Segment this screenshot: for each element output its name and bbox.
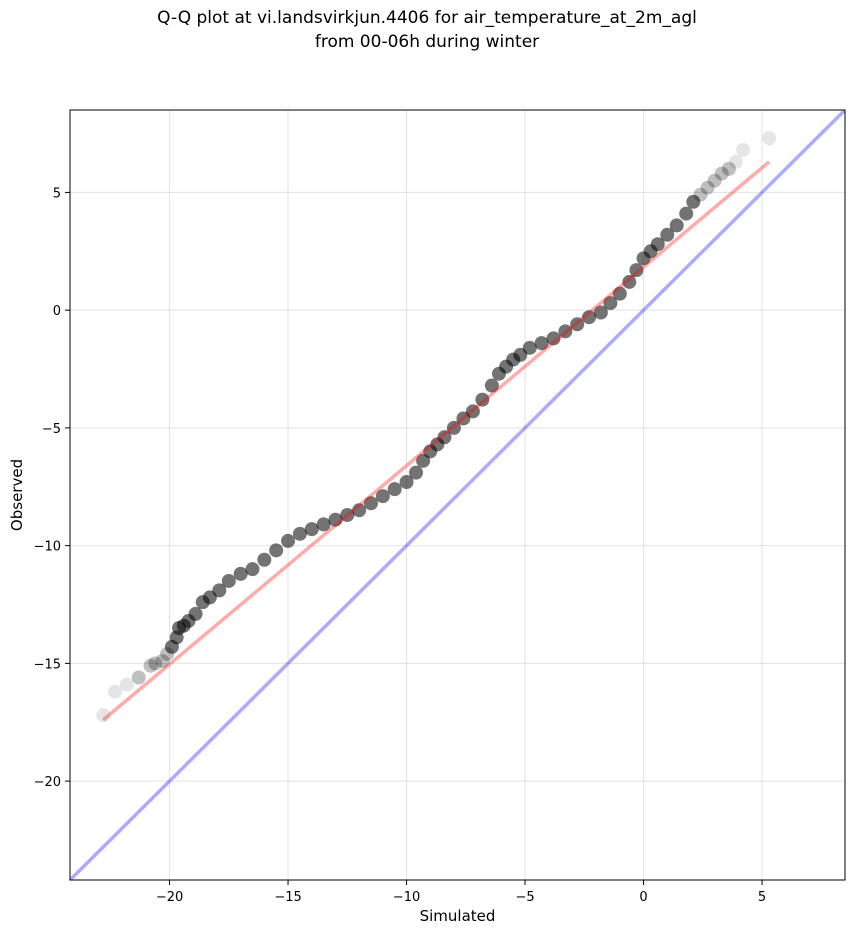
quantile-point (465, 404, 480, 419)
quantile-point (212, 583, 227, 598)
quantile-point (570, 317, 585, 332)
quantile-point (679, 206, 694, 221)
plot-area (70, 110, 845, 880)
quantile-point (409, 465, 424, 480)
quantile-point (108, 684, 123, 699)
y-axis-label: Observed (8, 459, 26, 531)
quantile-point (558, 324, 573, 339)
quantile-point (612, 286, 627, 301)
quantile-point (281, 533, 296, 548)
y-tick-label: 0 (53, 304, 61, 319)
quantile-point (546, 331, 561, 346)
identity-line (70, 110, 845, 880)
quantile-point (622, 274, 637, 289)
quantile-point (660, 227, 675, 242)
quantile-point (534, 336, 549, 351)
x-axis-label: Simulated (420, 907, 496, 925)
quantile-point (399, 475, 414, 490)
quantile-point (475, 392, 490, 407)
quantile-point (257, 552, 272, 567)
quantile-point (700, 180, 715, 195)
quantile-point (245, 562, 260, 577)
fit-line (102, 160, 771, 722)
quantile-point (629, 263, 644, 278)
quantile-point (387, 482, 402, 497)
x-tick-label: 5 (758, 890, 766, 905)
quantile-point (603, 296, 618, 311)
quantile-point (522, 340, 537, 355)
quantile-point (221, 573, 236, 588)
quantile-point (233, 566, 248, 581)
x-tick-label: −10 (393, 890, 420, 905)
quantile-point (693, 187, 708, 202)
quantile-point (721, 161, 736, 176)
x-tick-label: −20 (156, 890, 183, 905)
quantile-point (484, 378, 499, 393)
quantile-point (363, 496, 378, 511)
y-tick-label: −20 (34, 775, 61, 790)
quantile-point (304, 522, 319, 537)
quantile-point (148, 656, 163, 671)
x-tick-label: −5 (515, 890, 534, 905)
quantile-point (728, 154, 743, 169)
chart-title-line-1: Q-Q plot at vi.landsvirkjun.4406 for air… (157, 8, 697, 28)
chart-title-line-2: from 00-06h during winter (314, 32, 540, 52)
quantile-point (96, 708, 111, 723)
quantile-point (582, 310, 597, 325)
quantile-point (143, 658, 158, 673)
quantile-point (669, 218, 684, 233)
quantile-point (736, 143, 751, 158)
chart-title: Q-Q plot at vi.landsvirkjun.4406 for air… (0, 6, 854, 54)
quantile-point (593, 305, 608, 320)
x-axis-ticks: −20 −15 −10 −5 0 5 (156, 880, 766, 905)
quantile-point (650, 237, 665, 252)
y-tick-label: −15 (34, 657, 61, 672)
quantile-point (762, 131, 777, 146)
quantile-point (188, 606, 203, 621)
quantile-point (686, 194, 701, 209)
quantile-point (340, 508, 355, 523)
quantile-point (714, 166, 729, 181)
quantile-point (269, 543, 284, 558)
quantile-point (446, 420, 461, 435)
quantile-point (119, 677, 134, 692)
quantile-point (375, 489, 390, 504)
quantile-point (707, 173, 722, 188)
quantile-point (316, 517, 331, 532)
x-tick-label: −15 (274, 890, 301, 905)
y-tick-label: 5 (53, 186, 61, 201)
quantile-point (292, 526, 307, 541)
quantile-point (131, 670, 146, 685)
x-tick-label: 0 (639, 890, 647, 905)
plot-frame (69, 109, 846, 881)
y-tick-label: −5 (42, 422, 61, 437)
y-axis-ticks: −20 −15 −10 −5 0 5 (34, 186, 70, 790)
quantile-point (155, 654, 170, 669)
quantile-point (437, 430, 452, 445)
y-tick-label: −10 (34, 540, 61, 555)
quantile-point (352, 503, 367, 518)
quantile-point (328, 512, 343, 527)
